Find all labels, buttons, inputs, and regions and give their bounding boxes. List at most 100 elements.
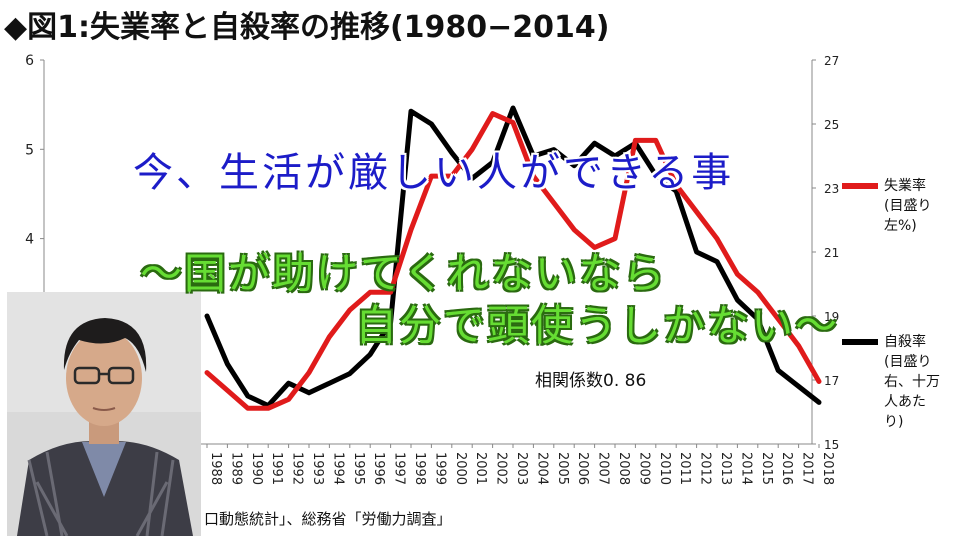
data-point-suicide: [470, 176, 474, 180]
page-title: ◆図1:失業率と自殺率の推移(1980−2014): [4, 10, 610, 45]
right-tick-label: 15: [824, 438, 839, 452]
x-tick-label: 2004: [534, 452, 549, 485]
x-tick-label: 2014: [738, 452, 753, 485]
x-tick-label: 1993: [310, 452, 325, 485]
x-tick-label: 2011: [677, 452, 692, 485]
data-point-unemployment: [735, 272, 739, 276]
x-tick-label: 1994: [330, 452, 345, 485]
overlay-caption-blue: 今、生活が厳しい人ができる事: [133, 150, 735, 196]
data-point-unemployment: [511, 121, 515, 125]
data-point-suicide: [205, 314, 209, 318]
data-point-unemployment: [654, 138, 658, 142]
data-point-suicide: [674, 189, 678, 193]
data-point-unemployment: [266, 406, 270, 410]
x-tick-label: 2008: [616, 452, 631, 485]
data-point-suicide: [756, 317, 760, 321]
x-tick-label: 2000: [453, 452, 468, 485]
source-note: 口動態統計」、総務省「労働力調査」: [204, 510, 452, 528]
x-tick-label: 1999: [432, 452, 447, 485]
x-tick-label: 2009: [636, 452, 651, 485]
data-point-unemployment: [572, 228, 576, 232]
data-point-suicide: [613, 154, 617, 158]
legend-suicide-line-2: (目盛り: [884, 354, 932, 370]
x-tick-label: 2007: [596, 452, 611, 485]
legend-suicide-line-3: 右、十万: [884, 374, 940, 390]
data-point-unemployment: [246, 406, 250, 410]
x-tick-label: 2006: [575, 452, 590, 485]
data-point-suicide: [429, 122, 433, 126]
x-tick-label: 2018: [820, 452, 835, 485]
data-point-unemployment: [287, 397, 291, 401]
data-point-unemployment: [348, 308, 352, 312]
data-point-suicide: [797, 384, 801, 388]
legend-suicide-line-5: り): [884, 414, 904, 430]
x-tick-label: 2012: [698, 452, 713, 485]
data-point-suicide: [246, 394, 250, 398]
data-point-unemployment: [674, 183, 678, 187]
x-tick-label: 2017: [800, 452, 815, 485]
x-axis-ticks: 1988 1989 1990 1991 1992 1993 1994 1995 1996 1997…: [206, 444, 835, 485]
right-tick-label: 19: [824, 310, 839, 324]
data-point-unemployment: [409, 228, 413, 232]
x-tick-label: 1992: [290, 452, 305, 485]
data-point-unemployment: [327, 335, 331, 339]
webcam-overlay: [7, 292, 201, 536]
data-point-unemployment: [817, 379, 821, 383]
data-point-suicide: [715, 260, 719, 264]
legend-suicide-line-1: 自殺率: [884, 334, 926, 350]
data-point-unemployment: [429, 174, 433, 178]
data-point-suicide: [409, 109, 413, 113]
data-point-unemployment: [205, 371, 209, 375]
data-point-suicide: [511, 106, 515, 110]
x-tick-label: 2015: [759, 452, 774, 485]
data-point-suicide: [348, 372, 352, 376]
data-point-suicide: [735, 298, 739, 302]
chart-series: [204, 105, 822, 411]
data-point-unemployment: [593, 246, 597, 250]
data-point-unemployment: [531, 174, 535, 178]
x-tick-label: 1995: [351, 452, 366, 485]
data-point-suicide: [307, 391, 311, 395]
data-point-suicide: [817, 400, 821, 404]
x-tick-label: 1988: [208, 452, 223, 485]
x-tick-label: 2005: [555, 452, 570, 485]
data-point-unemployment: [491, 112, 495, 116]
data-point-suicide: [225, 362, 229, 366]
x-tick-label: 1996: [371, 452, 386, 485]
data-point-suicide: [368, 352, 372, 356]
legend-unemployment: 失業率 (目盛り 左%): [884, 176, 931, 236]
right-axis-ticks: 27 25 23 21 19 17 15: [812, 54, 839, 452]
data-point-suicide: [389, 320, 393, 324]
left-tick-label: 6: [25, 53, 34, 69]
data-point-unemployment: [552, 201, 556, 205]
x-tick-label: 1997: [392, 452, 407, 485]
x-tick-label: 1989: [228, 452, 243, 485]
right-tick-label: 25: [824, 118, 839, 132]
x-tick-label: 1998: [412, 452, 427, 485]
x-tick-label: 1991: [269, 452, 284, 485]
data-point-suicide: [552, 148, 556, 152]
data-point-unemployment: [389, 290, 393, 294]
legend-unemployment-line-3: 左%): [884, 218, 917, 234]
data-point-suicide: [491, 160, 495, 164]
right-tick-label: 23: [824, 182, 839, 196]
data-point-unemployment: [695, 210, 699, 214]
presenter-avatar: [7, 292, 201, 536]
right-tick-label: 17: [824, 374, 839, 388]
data-point-unemployment: [633, 138, 637, 142]
data-point-unemployment: [450, 174, 454, 178]
x-tick-label: 2016: [779, 452, 794, 485]
right-tick-label: 27: [824, 54, 839, 68]
legend-suicide: 自殺率 (目盛り 右、十万 人あた り): [884, 332, 940, 432]
data-point-suicide: [287, 381, 291, 385]
data-point-suicide: [531, 154, 535, 158]
x-tick-label: 2010: [657, 452, 672, 485]
x-tick-label: 1990: [249, 452, 264, 485]
legend-suicide-line-4: 人あた: [884, 394, 926, 410]
left-tick-label: 5: [25, 142, 34, 158]
data-point-suicide: [695, 250, 699, 254]
data-point-suicide: [572, 164, 576, 168]
x-tick-label: 2002: [494, 452, 509, 485]
data-point-suicide: [327, 381, 331, 385]
data-point-unemployment: [368, 290, 372, 294]
